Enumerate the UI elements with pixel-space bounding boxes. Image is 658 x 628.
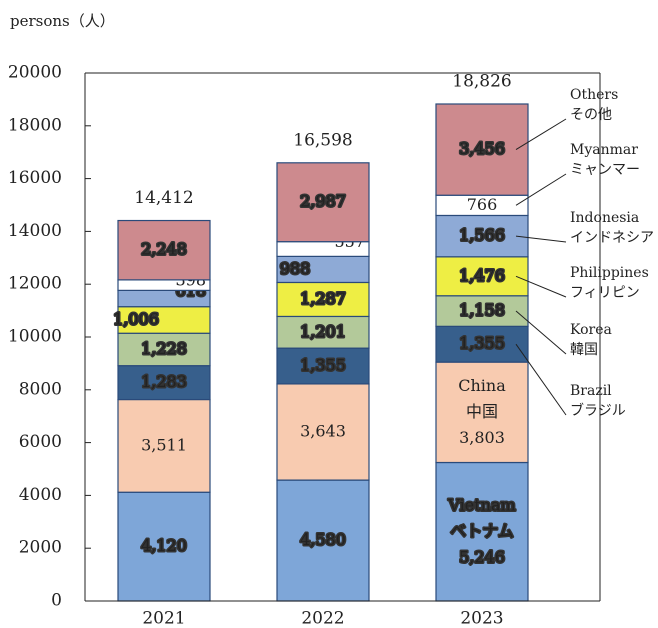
legend-label-ja: インドネシア <box>570 230 654 246</box>
value-label: 5,246 <box>459 547 505 566</box>
x-tick-label: 2022 <box>301 609 344 628</box>
value-label: 988 <box>280 259 311 278</box>
series-label-ja: 中国 <box>466 402 498 421</box>
y-tick-label: 18000 <box>8 115 62 135</box>
value-label: 1,476 <box>459 266 505 285</box>
value-label: 1,287 <box>300 289 346 308</box>
legend-label: Others <box>570 87 618 103</box>
legend-label: Philippines <box>570 265 649 281</box>
legend-label: Myanmar <box>570 142 638 158</box>
bar-segment <box>117 365 211 401</box>
leader-line <box>515 235 567 243</box>
bar-segment <box>276 383 370 481</box>
legend-label-ja: 韓国 <box>570 342 598 358</box>
series-label: Vietnam <box>447 495 515 514</box>
value-label: 1,201 <box>300 322 346 341</box>
leader-line <box>515 118 567 151</box>
y-tick-label: 20000 <box>8 63 62 83</box>
leader-line <box>515 173 567 206</box>
bar-segment <box>276 315 370 349</box>
bar-segment <box>435 103 529 196</box>
bar-segment <box>276 162 370 243</box>
value-label: 1,283 <box>141 372 187 391</box>
value-label: 1,355 <box>459 334 505 353</box>
total-label: 18,826 <box>452 71 511 91</box>
bar-segment <box>276 281 370 318</box>
x-tick-label: 2021 <box>142 609 185 628</box>
y-tick-label: 10000 <box>8 327 62 347</box>
value-label: 3,456 <box>459 139 505 158</box>
value-label: 1,228 <box>141 339 187 358</box>
series-label-ja: ベトナム <box>450 521 514 540</box>
leader-line <box>515 275 567 298</box>
legend-label-ja: フィリピン <box>570 285 640 301</box>
leader-line <box>515 343 567 416</box>
bar-segment <box>435 214 529 258</box>
legend-label: Korea <box>570 322 612 338</box>
y-tick-label: 6000 <box>19 432 62 452</box>
y-tick-label: 14000 <box>8 221 62 241</box>
x-tick-label: 2023 <box>460 609 503 628</box>
bar-segment <box>117 306 211 334</box>
y-tick-label: 16000 <box>8 168 62 188</box>
value-label: 1,158 <box>459 301 505 320</box>
y-tick-label: 12000 <box>8 274 62 294</box>
legend-label-ja: その他 <box>570 107 612 123</box>
y-tick-label: 4000 <box>19 485 62 505</box>
value-label: 4,120 <box>141 536 187 555</box>
total-label: 16,598 <box>293 130 352 150</box>
bar-segment <box>117 398 211 493</box>
value-label: 3,803 <box>459 428 505 447</box>
y-axis-title: persons（人） <box>10 12 115 30</box>
bar-segment <box>117 332 211 367</box>
bar-segment <box>276 255 370 284</box>
value-label: 2,248 <box>141 240 187 259</box>
series-label: China <box>458 376 506 395</box>
bar-segment <box>435 295 529 327</box>
value-label: 1,006 <box>113 309 159 328</box>
value-label: 2,987 <box>300 192 346 211</box>
total-label: 14,412 <box>134 188 193 208</box>
value-label: 766 <box>467 195 498 214</box>
y-tick-label: 2000 <box>19 538 62 558</box>
y-tick-label: 8000 <box>19 379 62 399</box>
value-label: 1,566 <box>459 226 505 245</box>
leader-line <box>515 310 567 355</box>
legend-label-ja: ブラジル <box>570 402 626 419</box>
bar-segment <box>117 491 211 602</box>
value-label: 3,643 <box>300 422 346 441</box>
legend-label-ja: ミャンマー <box>570 162 640 178</box>
bar-segment <box>276 347 370 385</box>
legend-label: Indonesia <box>570 210 639 226</box>
bar-segment <box>117 219 211 281</box>
value-label: 3,511 <box>141 435 187 454</box>
bar-segment <box>435 325 529 363</box>
y-tick-label: 0 <box>51 591 62 611</box>
bar-segment <box>435 361 529 464</box>
bar-segment <box>435 461 529 602</box>
value-label: 1,355 <box>300 356 346 375</box>
legend-label: Brazil <box>570 383 612 399</box>
value-label: 4,580 <box>300 530 346 549</box>
